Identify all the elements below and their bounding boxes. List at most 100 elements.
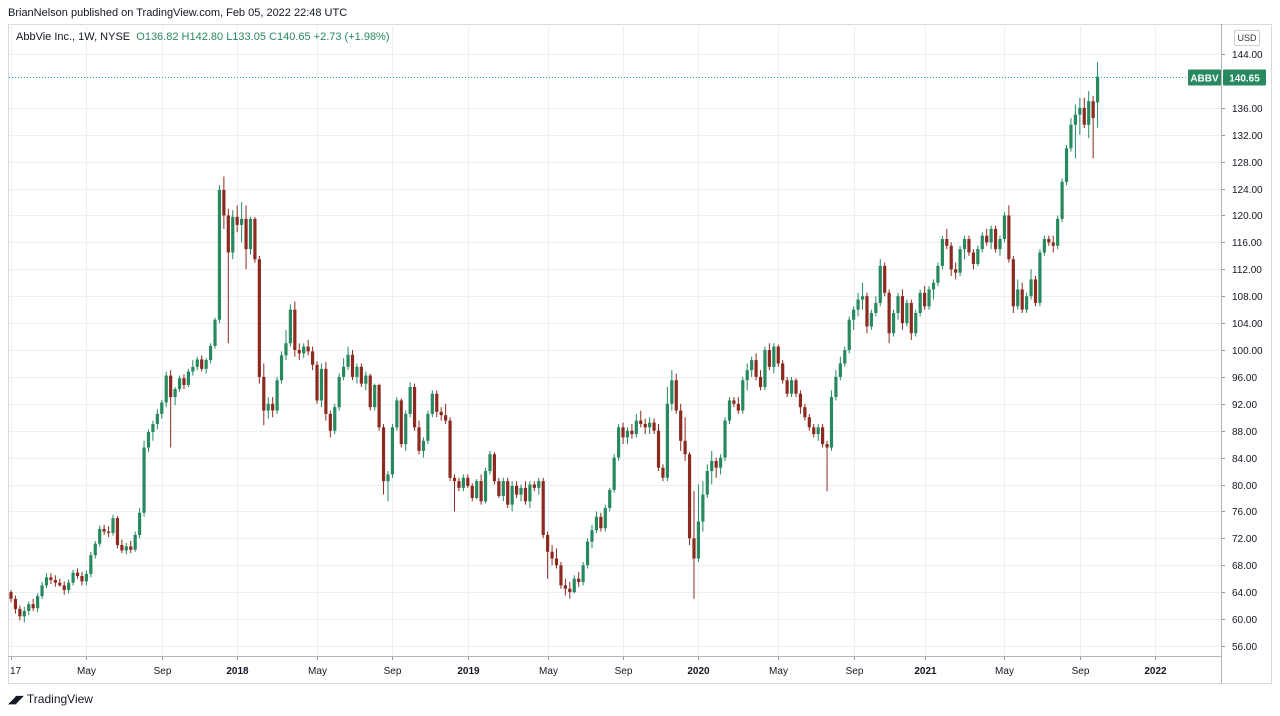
tradingview-logo-icon: ◢◤ [8, 693, 24, 706]
candle-body [328, 413, 332, 431]
x-tick-label: May [995, 666, 1014, 677]
footer: ◢◤ TradingView [8, 692, 93, 706]
candle-body [572, 578, 576, 593]
candle-body [816, 427, 820, 435]
candle-body [763, 350, 767, 387]
legend-low: L133.05 [226, 31, 266, 43]
candle-body [439, 411, 443, 416]
y-tick-label: 60.00 [1232, 615, 1257, 626]
candle-body [927, 289, 931, 307]
candle-body [577, 578, 581, 583]
candle-body [723, 420, 727, 458]
candle-body [976, 249, 980, 264]
candle-body [373, 384, 377, 408]
legend-high: H142.80 [181, 31, 224, 43]
x-tick-label: May [308, 666, 327, 677]
candle-body [31, 604, 35, 609]
candle-body [514, 485, 519, 495]
candle-body [931, 282, 936, 290]
candle-body [821, 427, 825, 445]
candle-body [160, 402, 164, 414]
candle-body [918, 292, 922, 314]
candle-body [1064, 148, 1069, 182]
candle-body [621, 427, 625, 438]
candle-body [479, 481, 483, 502]
candle-body [266, 403, 270, 411]
candle-body [710, 460, 714, 472]
candle-body [1082, 107, 1086, 125]
candle-body [719, 457, 723, 468]
y-tick-label: 56.00 [1232, 642, 1257, 653]
candle-body [860, 296, 865, 300]
candle-body [350, 354, 355, 377]
candle-body [878, 265, 882, 303]
candle-body [705, 471, 709, 495]
candle-body [696, 521, 701, 559]
y-tick-label: 120.00 [1232, 211, 1263, 222]
candle-body [324, 368, 328, 414]
candle-body [430, 393, 434, 414]
candle-body [492, 454, 497, 482]
candle-body [865, 296, 869, 327]
candle-body [240, 218, 244, 225]
candle-body [13, 598, 18, 609]
candle-body [909, 302, 913, 334]
candle-body [120, 545, 124, 551]
candle-body [191, 366, 195, 372]
candle-body [306, 346, 310, 352]
legend-symbol: AbbVie Inc., 1W, NYSE [16, 31, 131, 43]
candle-body [891, 313, 896, 334]
candle-body [741, 380, 745, 411]
candle-body [727, 400, 732, 421]
axes-layer: 56.00 60.00 64.00 68.00 72.00 76.00 80.00 84.00… [8, 24, 1266, 683]
candle-body [754, 360, 758, 377]
candle-body [275, 380, 279, 411]
candle-body [204, 360, 208, 369]
candle-body [798, 393, 803, 408]
chart-legend: AbbVie Inc., 1W, NYSE O136.82 H142.80 L1… [16, 31, 390, 43]
x-tick-label: May [539, 666, 558, 677]
candle-body [523, 487, 528, 502]
candle-body [714, 460, 718, 468]
legend-close: C140.65 [269, 31, 311, 43]
x-tick-label: 2021 [914, 666, 937, 677]
candle-body [417, 427, 421, 451]
footer-brand: TradingView [26, 692, 93, 706]
candle-body [954, 269, 958, 273]
candle-body [244, 218, 248, 250]
candle-body [173, 389, 177, 398]
candle-body [674, 380, 678, 411]
candle-body [936, 265, 940, 283]
y-tick-label: 80.00 [1232, 481, 1257, 492]
candle-body [377, 384, 381, 428]
candle-body [625, 430, 630, 438]
candle-body [945, 239, 949, 246]
candle-body [958, 249, 962, 273]
candle-body [44, 577, 49, 586]
y-tick-label: 92.00 [1232, 400, 1257, 411]
candle-body [89, 555, 93, 574]
candle-body [967, 239, 971, 253]
currency-label[interactable]: USD [1234, 30, 1260, 46]
candle-body [554, 558, 559, 566]
candle-body [869, 313, 873, 327]
candle-body [665, 403, 669, 478]
candle-body [639, 420, 643, 424]
candle-body [776, 346, 780, 364]
candle-body [949, 245, 953, 270]
candle-body [133, 534, 137, 550]
candle-body [781, 363, 785, 381]
candle-body [807, 417, 811, 428]
candle-body [9, 592, 13, 599]
candle-body [838, 363, 842, 377]
candle-body [1038, 252, 1042, 303]
candle-body [652, 422, 656, 431]
candle-body [989, 228, 993, 243]
candle-body [448, 420, 452, 478]
y-tick-label: 64.00 [1232, 588, 1257, 599]
candle-body [980, 235, 984, 250]
candle-body [36, 596, 40, 609]
candle-body [444, 415, 448, 421]
candle-body [483, 471, 488, 502]
